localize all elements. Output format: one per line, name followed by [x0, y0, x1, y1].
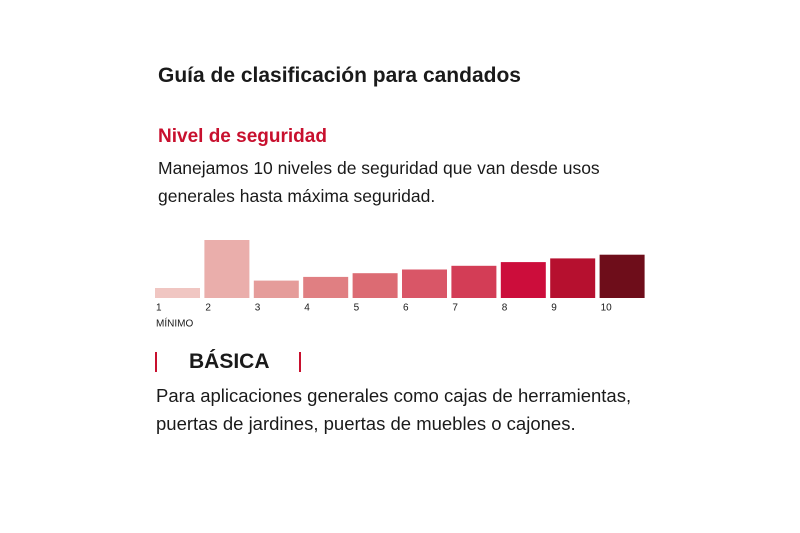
level-bar [451, 265, 497, 298]
level-bar [599, 254, 645, 298]
level-bar [352, 273, 398, 298]
title: Guía de clasificación para candados [158, 64, 521, 87]
level-bar [204, 240, 250, 298]
description-line: Manejamos 10 niveles de seguridad que va… [158, 158, 600, 178]
level-bar [303, 276, 349, 298]
level-bar [550, 258, 596, 298]
level-label: 2 [205, 303, 211, 314]
category-description-line: Para aplicaciones generales como cajas d… [156, 385, 632, 406]
bracket [299, 352, 301, 372]
min-label: MÍNIMO [156, 317, 193, 330]
level-label: 4 [304, 303, 310, 314]
category-description-line: puertas de jardines, puertas de muebles … [156, 413, 576, 434]
description-line: generales hasta máxima seguridad. [158, 186, 436, 206]
level-label: 8 [502, 303, 508, 314]
level-bar [402, 269, 447, 298]
level-label: 3 [255, 303, 261, 314]
level-label: 7 [452, 303, 458, 314]
level-bar [253, 280, 299, 298]
level-bar [500, 262, 546, 298]
level-label: 6 [403, 303, 409, 314]
section-title: Nivel de seguridad [158, 126, 327, 147]
category-name: BÁSICA [189, 350, 270, 373]
level-bar [155, 288, 200, 298]
level-label: 5 [354, 303, 360, 314]
level-scale: 1 2 3 4 5 6 7 8 9 10 MÍNIMO [155, 240, 645, 330]
bracket [155, 352, 157, 372]
level-label: 10 [601, 303, 613, 314]
level-label: 9 [551, 303, 557, 314]
level-label: 1 [156, 303, 162, 314]
